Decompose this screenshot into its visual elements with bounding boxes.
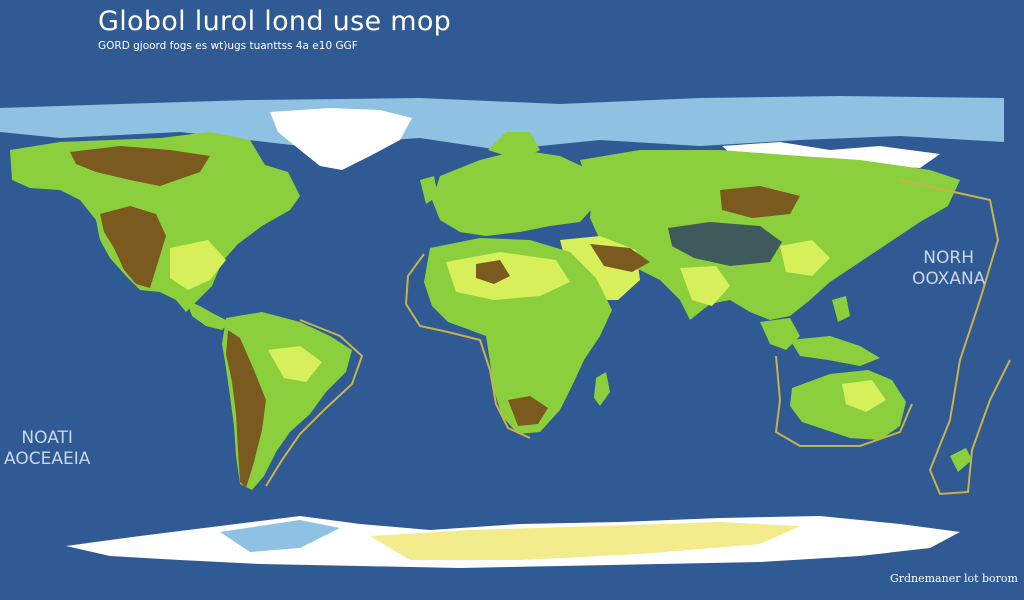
antarctica-light-ice	[220, 520, 340, 552]
new-zealand	[950, 448, 972, 472]
map-credit: Grdnemaner lot borom	[889, 572, 1018, 585]
ocean-label-west-line1: NOATI	[21, 428, 73, 448]
southeast-asia	[760, 318, 800, 350]
south-america-crops	[268, 346, 322, 382]
china-crops	[780, 240, 830, 276]
north-america-crops	[170, 240, 226, 290]
map-title: Globol lurol lond use mop	[98, 6, 452, 37]
philippines	[832, 296, 850, 322]
arctic-ice-band	[0, 96, 1004, 150]
ocean-label-east-line1: NORH	[923, 248, 974, 268]
map-subtitle: GORD gjoord fogs es wt)ugs tuanttss 4a e…	[98, 40, 358, 52]
sahara-highlands	[476, 260, 510, 284]
ocean-label-east: NORH OOXANA	[912, 248, 985, 290]
andes-mountains	[226, 330, 266, 488]
europe	[432, 150, 600, 236]
north-america-highlands	[70, 146, 210, 186]
southern-africa-mountains	[508, 396, 548, 426]
japan	[876, 206, 902, 240]
south-america-coast-line	[265, 319, 364, 487]
antarctica-sand	[370, 522, 800, 560]
ocean-label-east-line2: OOXANA	[912, 269, 986, 289]
australia-boundary-line	[774, 355, 913, 447]
north-america-mountains	[100, 206, 166, 288]
middle-east-mountains	[590, 244, 650, 272]
ocean-label-west: NOATI AOCEAEIA	[4, 428, 90, 470]
ocean-label-west-line2: AOCEAEIA	[4, 449, 91, 469]
madagascar	[594, 372, 610, 406]
oceania-route-line	[899, 179, 1011, 496]
africa-coast-line	[404, 253, 531, 439]
central-america	[186, 300, 230, 330]
scandinavia	[488, 132, 540, 160]
greenland	[270, 108, 412, 170]
tibet-plateau	[668, 222, 782, 266]
britain	[420, 176, 438, 204]
central-asia-mountains	[720, 186, 800, 218]
india-crops	[680, 266, 730, 306]
indonesia	[790, 336, 880, 366]
australia-crops	[842, 380, 886, 412]
